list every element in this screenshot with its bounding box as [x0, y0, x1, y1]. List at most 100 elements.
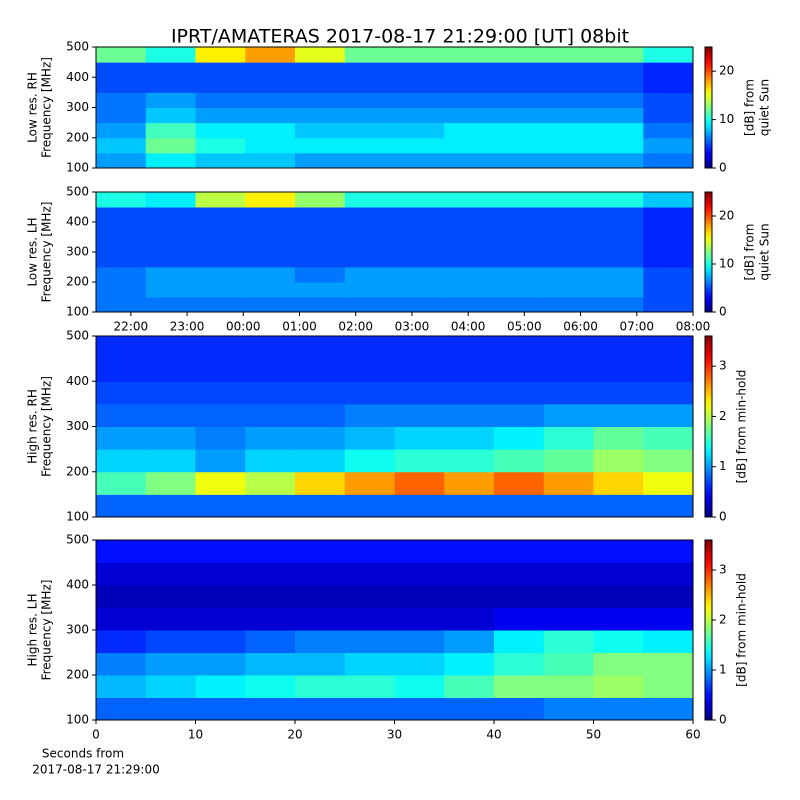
heatmap-cell — [643, 192, 694, 208]
colorbar-tick-label: 10 — [719, 257, 734, 271]
heatmap-cell — [494, 192, 545, 208]
heatmap-cell — [245, 192, 296, 208]
heatmap-cell — [344, 585, 395, 608]
heatmap-cell — [543, 107, 594, 124]
heatmap-cell — [295, 47, 346, 63]
heatmap-cell — [245, 336, 296, 360]
heatmap-cell — [245, 47, 296, 63]
heatmap-cell — [145, 675, 196, 698]
y-axis-label: Frequency [MHz] — [40, 57, 54, 158]
heatmap-cell — [295, 630, 346, 653]
heatmap-cell — [195, 152, 246, 169]
heatmap-cell — [444, 697, 495, 721]
heatmap-cell — [494, 47, 545, 63]
heatmap-cell — [593, 449, 644, 473]
heatmap-cell — [543, 207, 594, 223]
heatmap-cell — [543, 562, 594, 586]
heatmap-cell — [96, 426, 147, 450]
y-tick-label: 200 — [66, 130, 89, 144]
heatmap-cell — [195, 358, 246, 382]
heatmap-cell — [593, 237, 644, 253]
heatmap-cell — [295, 426, 346, 450]
heatmap-cell — [195, 494, 246, 518]
x-tick-label: 30 — [387, 728, 402, 742]
heatmap-cell — [245, 267, 296, 283]
heatmap-cell — [593, 652, 644, 676]
heatmap-cell — [444, 562, 495, 586]
heatmap-cell — [295, 152, 346, 169]
heatmap-cell — [643, 222, 694, 238]
heatmap-cell — [394, 237, 445, 253]
heatmap-cell — [96, 222, 147, 238]
heatmap-cell — [295, 403, 346, 427]
x-tick-label: 05:00 — [507, 320, 542, 334]
heatmap-cell — [96, 494, 147, 518]
heatmap-cell — [96, 381, 147, 405]
heatmap-cell — [444, 77, 495, 93]
heatmap-cell — [344, 137, 395, 154]
y-tick-label: 500 — [66, 533, 89, 547]
colorbar — [704, 46, 713, 169]
heatmap-cell — [494, 607, 545, 631]
heatmap-cell — [593, 562, 644, 586]
colorbar-label: quiet Sun — [758, 79, 772, 136]
heatmap-cell — [245, 494, 296, 518]
y-tick-label: 500 — [66, 185, 89, 199]
x-tick-label: 22:00 — [114, 320, 149, 334]
y-axis-label: Low res. LH — [26, 217, 40, 286]
heatmap-cell — [195, 77, 246, 93]
colorbar-tick-label: 0 — [719, 713, 727, 727]
heatmap-cell — [145, 494, 196, 518]
heatmap-cell — [593, 152, 644, 169]
heatmap-cell — [145, 652, 196, 676]
heatmap-cell — [344, 267, 395, 283]
heatmap-cell — [295, 471, 346, 495]
x-tick-label: 08:00 — [676, 320, 711, 334]
colorbar-tick-label: 1 — [719, 459, 727, 473]
heatmap-cell — [195, 92, 246, 108]
heatmap-cell — [245, 62, 296, 78]
heatmap-cell — [593, 336, 644, 360]
heatmap-cell — [494, 403, 545, 427]
heatmap-cell — [96, 358, 147, 382]
heatmap-cell — [543, 697, 594, 721]
heatmap-cell — [543, 381, 594, 405]
heatmap-cell — [394, 358, 445, 382]
heatmap-cell — [494, 471, 545, 495]
heatmap-cell — [444, 207, 495, 223]
heatmap-cell — [195, 282, 246, 298]
heatmap-cell — [295, 297, 346, 313]
heatmap-cell — [444, 630, 495, 653]
colorbar-tick-label: 1 — [719, 663, 727, 677]
heatmap-cell — [344, 652, 395, 676]
heatmap-cell — [444, 252, 495, 268]
heatmap-cell — [295, 675, 346, 698]
heatmap-cell — [444, 336, 495, 360]
heatmap-cell — [643, 652, 694, 676]
heatmap-cell — [543, 426, 594, 450]
heatmap-cell — [494, 562, 545, 586]
heatmap-cell — [245, 137, 296, 154]
heatmap-cell — [145, 697, 196, 721]
heatmap-cell — [543, 152, 594, 169]
heatmap-cell — [96, 47, 147, 63]
heatmap-cell — [444, 192, 495, 208]
heatmap-cell — [245, 697, 296, 721]
heatmap-cell — [643, 494, 694, 518]
y-tick-label: 300 — [66, 623, 89, 637]
heatmap-cell — [145, 449, 196, 473]
heatmap-cell — [394, 675, 445, 698]
heatmap-cell — [295, 697, 346, 721]
heatmap-cell — [494, 381, 545, 405]
heatmap-cell — [593, 585, 644, 608]
heatmap-cell — [593, 122, 644, 139]
heatmap-cell — [145, 137, 196, 154]
heatmap-cell — [643, 107, 694, 124]
heatmap-cell — [145, 585, 196, 608]
heatmap-cell — [444, 426, 495, 450]
y-axis-label: Low res. RH — [26, 72, 40, 143]
heatmap-cell — [494, 630, 545, 653]
heatmap-cell — [344, 562, 395, 586]
heatmap-cell — [593, 137, 644, 154]
